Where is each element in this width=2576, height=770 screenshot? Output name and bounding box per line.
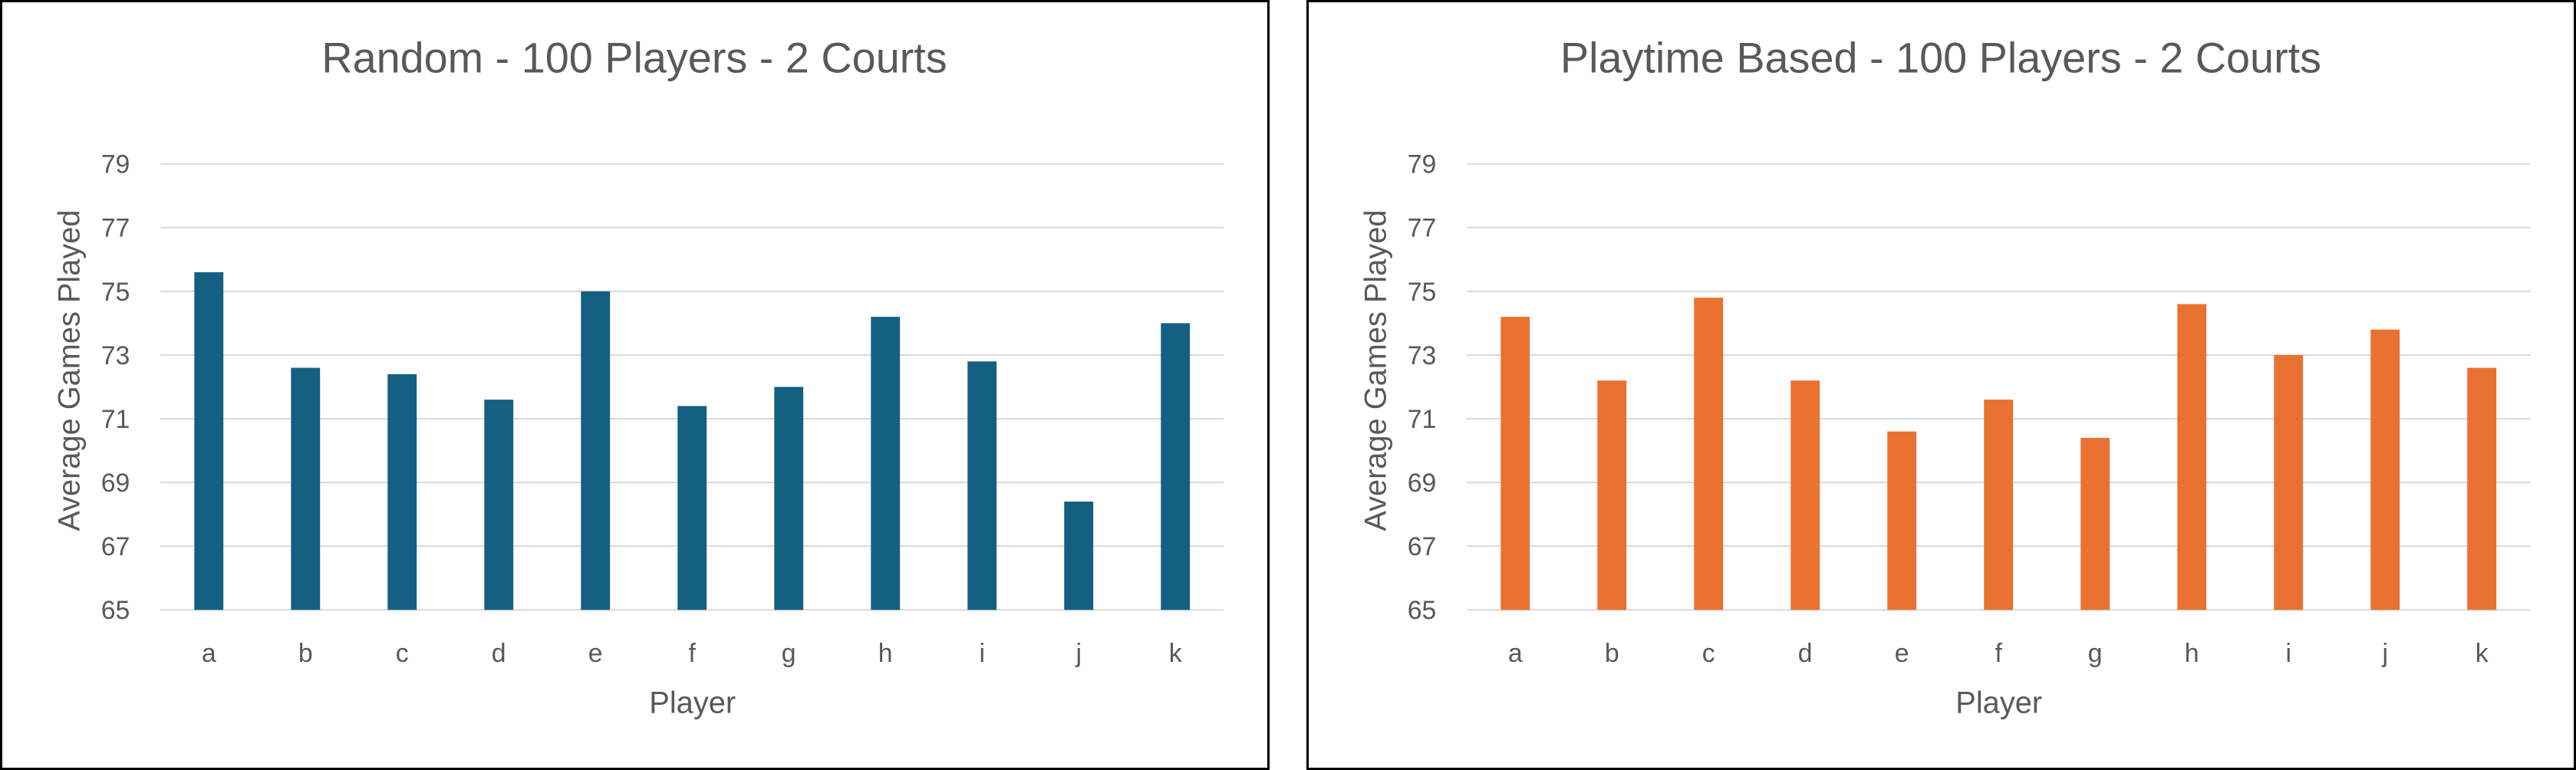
x-tick-labels: a b c d e f g h i j k — [1508, 639, 2489, 668]
bar-i — [2274, 354, 2304, 610]
bar-f — [677, 406, 707, 610]
y-tick-labels: 65 67 69 71 73 75 77 79 — [101, 150, 130, 625]
x-tick-label: a — [202, 639, 216, 668]
y-tick-label: 77 — [1408, 214, 1437, 243]
y-tick-label: 69 — [101, 469, 130, 498]
x-tick-labels: a b c d e f g h i j k — [202, 639, 1182, 668]
chart-random-svg: Random - 100 Players - 2 Courts 65 67 69 71… — [53, 35, 1224, 719]
x-tick-label: g — [782, 639, 796, 668]
x-axis-label: Player — [649, 686, 736, 719]
chart-title: Playtime Based - 100 Players - 2 Courts — [1560, 35, 2321, 82]
bar-g — [774, 387, 804, 610]
chart-random: Random - 100 Players - 2 Courts 65 67 69 71… — [0, 0, 1270, 770]
bar-i — [967, 361, 997, 610]
y-axis-label: Average Games Played — [1359, 210, 1393, 531]
bars — [1500, 298, 2497, 610]
x-axis-label: Player — [1955, 686, 2042, 719]
x-tick-label: k — [1169, 639, 1182, 668]
y-tick-label: 75 — [101, 278, 130, 307]
x-tick-label: f — [1995, 639, 2003, 668]
y-tick-label: 67 — [1408, 532, 1437, 561]
y-tick-label: 71 — [1408, 405, 1437, 434]
bar-k — [1161, 323, 1191, 610]
bar-f — [1984, 400, 2014, 610]
y-tick-label: 65 — [101, 596, 130, 625]
y-tick-label: 71 — [101, 405, 130, 434]
bar-b — [291, 367, 321, 610]
x-tick-label: h — [2185, 639, 2199, 668]
x-tick-label: i — [2285, 639, 2291, 668]
x-tick-label: k — [2476, 639, 2489, 668]
x-tick-label: e — [1895, 639, 1909, 668]
x-tick-label: i — [979, 639, 985, 668]
bar-a — [194, 271, 224, 610]
bar-g — [2080, 437, 2110, 610]
chart-playtime-based-svg: Playtime Based - 100 Players - 2 Courts … — [1359, 35, 2531, 719]
bar-c — [1694, 298, 1724, 610]
bar-h — [871, 317, 901, 610]
bar-c — [387, 373, 417, 610]
bar-e — [581, 291, 611, 610]
x-tick-label: d — [492, 639, 506, 668]
x-tick-label: c — [396, 639, 409, 668]
y-tick-label: 77 — [101, 214, 130, 243]
x-tick-label: g — [2088, 639, 2103, 668]
x-tick-label: j — [2381, 639, 2388, 668]
y-tick-label: 79 — [1408, 150, 1437, 179]
y-axis-label: Average Games Played — [53, 210, 87, 531]
bars — [194, 271, 1191, 610]
x-tick-label: b — [1605, 639, 1619, 668]
bar-j — [2370, 329, 2400, 610]
bar-b — [1597, 380, 1627, 610]
bar-e — [1887, 431, 1917, 610]
x-tick-label: h — [878, 639, 893, 668]
bar-d — [484, 400, 514, 610]
y-tick-label: 73 — [1408, 341, 1437, 370]
bar-a — [1500, 317, 1530, 610]
y-tick-label: 75 — [1408, 278, 1437, 307]
bar-j — [1064, 502, 1094, 610]
bar-h — [2177, 304, 2207, 610]
x-tick-label: e — [588, 639, 603, 668]
chart-playtime-based: Playtime Based - 100 Players - 2 Courts … — [1306, 0, 2576, 770]
x-tick-label: f — [689, 639, 697, 668]
x-tick-label: c — [1702, 639, 1715, 668]
x-tick-label: j — [1075, 639, 1082, 668]
y-tick-label: 65 — [1408, 596, 1437, 625]
x-tick-label: d — [1798, 639, 1813, 668]
x-tick-label: a — [1508, 639, 1523, 668]
bar-k — [2467, 367, 2497, 610]
x-tick-label: b — [298, 639, 313, 668]
y-tick-label: 73 — [101, 341, 130, 370]
y-tick-label: 79 — [101, 150, 130, 179]
bar-d — [1790, 380, 1820, 610]
y-tick-labels: 65 67 69 71 73 75 77 79 — [1408, 150, 1437, 625]
y-tick-label: 67 — [101, 532, 130, 561]
chart-title: Random - 100 Players - 2 Courts — [321, 35, 947, 82]
y-tick-label: 69 — [1408, 469, 1437, 498]
